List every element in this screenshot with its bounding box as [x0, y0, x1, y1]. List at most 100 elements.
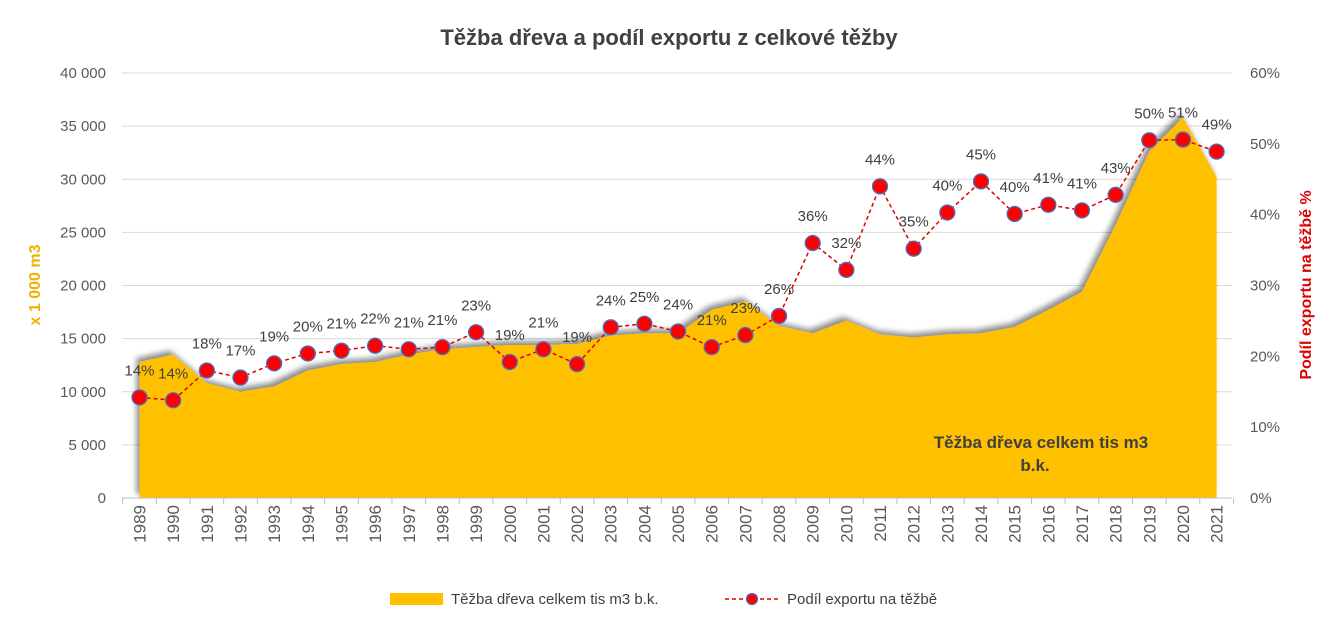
line-marker [232, 369, 249, 386]
data-label: 36% [798, 208, 828, 225]
line-marker [1107, 186, 1124, 203]
data-label: 18% [192, 336, 222, 353]
x-tick-label: 1992 [231, 505, 250, 543]
x-tick-label: 2006 [703, 505, 722, 543]
data-label: 40% [932, 178, 962, 195]
chart-title: Těžba dřeva a podíl exportu z celkové tě… [440, 25, 898, 50]
data-label: 41% [1067, 175, 1097, 192]
data-label: 22% [360, 311, 390, 328]
left-tick-label: 15 000 [60, 331, 106, 348]
x-tick-label: 2021 [1208, 505, 1227, 543]
data-label: 20% [293, 319, 323, 336]
legend-line-label: Podíl exportu na těžbě [787, 591, 937, 608]
right-tick-label: 50% [1250, 136, 1280, 153]
line-marker [400, 341, 417, 358]
left-axis-label: x 1 000 m3 [27, 244, 44, 325]
left-tick-label: 0 [98, 490, 106, 507]
line-marker [636, 315, 653, 332]
line-marker [737, 326, 754, 344]
data-label: 21% [427, 312, 457, 329]
line-marker [1208, 143, 1225, 160]
data-label: 21% [326, 316, 356, 333]
x-tick-label: 2014 [972, 505, 991, 543]
x-tick-label: 2015 [1006, 505, 1025, 543]
x-tick-label: 1993 [265, 505, 284, 543]
x-tick-label: 2013 [938, 505, 957, 543]
line-marker [299, 345, 316, 362]
x-tick-label: 2002 [568, 505, 587, 543]
data-label: 32% [831, 235, 861, 252]
x-tick-label: 2018 [1107, 505, 1126, 543]
data-label: 21% [528, 314, 558, 331]
x-tick-label: 1999 [467, 505, 486, 543]
line-markers [131, 131, 1225, 409]
line-marker [501, 353, 518, 371]
data-labels: 14% 14%18% 17%19%20% 21% 22% 21% 21%23%19%21%1… [124, 105, 1231, 383]
line-marker [1073, 202, 1091, 219]
legend-area-swatch [390, 593, 443, 605]
data-label: 17% [225, 343, 255, 360]
x-tick-label: 2010 [837, 505, 856, 543]
line-marker [568, 355, 586, 373]
x-tick-label: 1994 [299, 505, 318, 543]
data-label: 49% [1202, 117, 1232, 134]
data-label: 23% [461, 297, 491, 314]
right-tick-label: 10% [1250, 419, 1280, 436]
x-tick-label: 2005 [669, 505, 688, 543]
x-axis-ticks: 1989 1990 1991 1992 1993 1994 1995 1996 1997 1998… [122, 498, 1234, 543]
data-label: 19% [562, 329, 592, 346]
line-marker [939, 204, 956, 221]
data-label: 14% [158, 365, 188, 382]
line-marker [1174, 131, 1192, 148]
data-label: 51% [1168, 105, 1198, 122]
right-tick-label: 20% [1250, 348, 1280, 365]
data-label: 24% [596, 292, 626, 309]
area-series-tezba [139, 117, 1217, 498]
x-tick-label: 2009 [804, 505, 823, 543]
line-marker [535, 341, 552, 358]
x-tick-label: 1998 [433, 505, 452, 543]
line-marker [770, 307, 788, 325]
data-label: 19% [495, 327, 525, 344]
left-tick-label: 35 000 [60, 118, 106, 135]
x-tick-label: 2008 [770, 505, 789, 543]
x-tick-label: 2011 [871, 505, 890, 542]
x-tick-label: 1995 [332, 505, 351, 543]
x-tick-label: 2004 [635, 505, 654, 543]
x-tick-label: 2012 [905, 505, 924, 543]
left-tick-label: 30 000 [60, 171, 106, 188]
left-tick-label: 20 000 [60, 278, 106, 295]
legend: Těžba dřeva celkem tis m3 b.k. Podíl exp… [390, 591, 937, 608]
x-tick-label: 1991 [198, 505, 217, 543]
left-tick-label: 10 000 [60, 384, 106, 401]
area-label-line1: Těžba dřeva celkem tis m3 [934, 433, 1149, 452]
line-marker [333, 342, 350, 359]
data-label: 26% [764, 281, 794, 298]
left-tick-label: 40 000 [60, 65, 106, 82]
line-marker [669, 323, 687, 340]
legend-line-marker [745, 592, 759, 606]
line-marker [871, 178, 889, 195]
line-marker [265, 355, 283, 372]
data-label: 25% [629, 289, 659, 306]
left-tick-label: 25 000 [60, 224, 106, 241]
data-label: 23% [730, 300, 760, 317]
right-axis-label: Podíl exportu na těžbě % [1298, 190, 1315, 379]
right-tick-label: 30% [1250, 278, 1280, 295]
right-tick-label: 0% [1250, 490, 1272, 507]
x-tick-label: 2000 [501, 505, 520, 543]
line-marker [804, 234, 821, 252]
line-marker [972, 173, 990, 190]
data-label: 41% [1033, 170, 1063, 187]
line-marker [1141, 132, 1158, 149]
line-marker [703, 338, 720, 356]
data-label: 43% [1101, 160, 1131, 177]
left-axis-ticks: 0 5 000 10 000 15 000 20 000 25 000 30 000 35 0… [60, 65, 106, 507]
x-tick-label: 2016 [1039, 505, 1058, 543]
line-marker [366, 337, 384, 354]
x-tick-label: 2019 [1140, 505, 1159, 543]
line-marker [434, 338, 451, 356]
x-tick-label: 1990 [164, 505, 183, 543]
data-label: 35% [899, 214, 929, 231]
right-tick-label: 60% [1250, 65, 1280, 82]
